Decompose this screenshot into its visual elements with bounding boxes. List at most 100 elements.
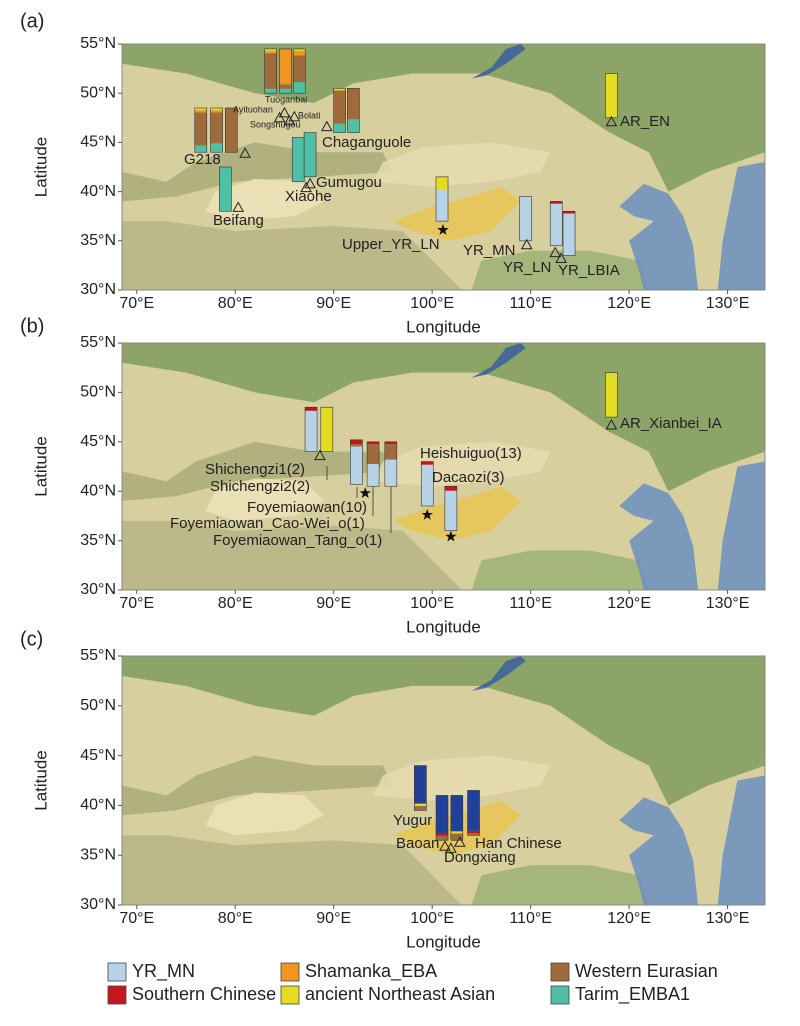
bar-segment bbox=[436, 190, 449, 222]
bar-segment bbox=[293, 82, 306, 94]
site-label: Ayituohan bbox=[233, 104, 273, 114]
site-label: Baoan bbox=[396, 835, 439, 852]
site-label: Foyemiaowan(10) bbox=[247, 499, 367, 516]
bar-segment bbox=[293, 48, 306, 52]
x-tick-label: 130°E bbox=[706, 910, 750, 927]
site-marker bbox=[278, 106, 291, 118]
x-tick-label: 80°E bbox=[218, 910, 253, 927]
bar-segment bbox=[467, 833, 480, 836]
bar-segment bbox=[333, 90, 346, 124]
bar-outline bbox=[304, 406, 318, 452]
site-label: Dongxiang bbox=[444, 849, 516, 866]
site-label: YR_LN bbox=[503, 259, 551, 276]
y-axis-label: Latitude bbox=[31, 436, 50, 497]
bar-outline bbox=[210, 107, 223, 153]
site-marker bbox=[445, 530, 457, 542]
bar-outline bbox=[450, 795, 464, 841]
x-tick-label: 80°E bbox=[218, 595, 253, 612]
bar-segment bbox=[414, 805, 427, 811]
site-marker bbox=[605, 418, 618, 430]
bar-segment bbox=[304, 132, 317, 177]
site-marker bbox=[445, 842, 457, 853]
map-region bbox=[122, 656, 765, 806]
bar-segment bbox=[293, 51, 306, 56]
x-tick-label: 110°E bbox=[509, 910, 552, 927]
bar-segment bbox=[225, 107, 238, 153]
site-label: Songshugou bbox=[250, 119, 301, 129]
site-marker bbox=[314, 449, 326, 461]
map-region bbox=[122, 221, 462, 290]
map-region bbox=[471, 343, 526, 378]
bar-outline bbox=[435, 795, 449, 841]
site-label: YR_MN bbox=[463, 242, 516, 259]
site-label: Tuoganbai bbox=[265, 94, 307, 104]
bar-segment bbox=[563, 211, 576, 214]
site-marker bbox=[555, 252, 568, 264]
site-marker bbox=[320, 120, 333, 132]
bar-outline bbox=[384, 441, 398, 487]
bar-segment bbox=[194, 107, 207, 111]
legend-swatch bbox=[550, 962, 570, 982]
legend-label: Western Eurasian bbox=[575, 961, 718, 981]
x-tick-label: 130°E bbox=[706, 595, 750, 612]
map-region bbox=[619, 797, 699, 905]
y-tick-label: 50°N bbox=[80, 384, 116, 401]
bar-outline bbox=[605, 372, 618, 418]
site-marker bbox=[232, 201, 245, 212]
map-region bbox=[205, 792, 324, 836]
bar-segment bbox=[264, 48, 277, 52]
y-axis-label: Latitude bbox=[31, 137, 50, 198]
x-tick-label: 110°E bbox=[509, 295, 552, 312]
bar-outline bbox=[414, 765, 427, 811]
bar-outline bbox=[292, 48, 306, 94]
site-marker bbox=[359, 487, 371, 499]
site-label: Shichengzi2(2) bbox=[210, 478, 310, 495]
plot-frame bbox=[121, 342, 766, 591]
site-label: YR_LBIA bbox=[558, 262, 620, 279]
y-tick-label: 30°N bbox=[80, 281, 116, 298]
x-tick-label: 130°E bbox=[706, 295, 750, 312]
map-region bbox=[122, 142, 393, 202]
x-tick-label: 100°E bbox=[410, 910, 454, 927]
legend-swatch bbox=[280, 962, 300, 982]
bar-segment bbox=[210, 110, 223, 113]
site-label: Upper_YR_LN bbox=[342, 236, 440, 253]
bar-outline bbox=[225, 107, 238, 153]
panel-label: (c) bbox=[20, 628, 43, 650]
x-tick-label: 110°E bbox=[509, 595, 552, 612]
map bbox=[122, 656, 765, 905]
x-tick-label: 90°E bbox=[316, 595, 351, 612]
bar-segment bbox=[350, 439, 363, 445]
bar-segment bbox=[444, 490, 457, 531]
bar-segment bbox=[550, 201, 563, 204]
bar-segment bbox=[436, 795, 449, 834]
map-region bbox=[717, 461, 765, 590]
site-label: AR_Xianbei_IA bbox=[620, 415, 722, 432]
bar-segment bbox=[421, 464, 434, 507]
panel-label: (a) bbox=[20, 10, 44, 32]
plot-frame bbox=[121, 43, 766, 291]
bar-outline bbox=[549, 201, 563, 247]
bar-segment bbox=[467, 830, 480, 834]
site-label: Shichengzi1(2) bbox=[205, 461, 305, 478]
map-region bbox=[205, 178, 324, 222]
bar-segment bbox=[320, 407, 333, 452]
site-label: Beifang bbox=[213, 212, 264, 229]
panel-label: (b) bbox=[20, 315, 44, 337]
bar-outline bbox=[333, 87, 346, 133]
map-region bbox=[392, 186, 521, 241]
bar-segment bbox=[384, 459, 397, 487]
bar-segment bbox=[194, 112, 207, 146]
y-tick-label: 35°N bbox=[80, 232, 116, 249]
bar-segment bbox=[467, 790, 480, 831]
bar-outline bbox=[320, 406, 334, 452]
y-tick-label: 40°N bbox=[80, 482, 116, 499]
bar-outline bbox=[366, 441, 380, 487]
y-tick-label: 40°N bbox=[80, 183, 116, 200]
y-tick-label: 30°N bbox=[80, 896, 116, 913]
bar-segment bbox=[605, 372, 618, 418]
y-tick-label: 50°N bbox=[80, 697, 116, 714]
legend-swatch bbox=[280, 985, 300, 1005]
site-marker bbox=[283, 114, 296, 126]
